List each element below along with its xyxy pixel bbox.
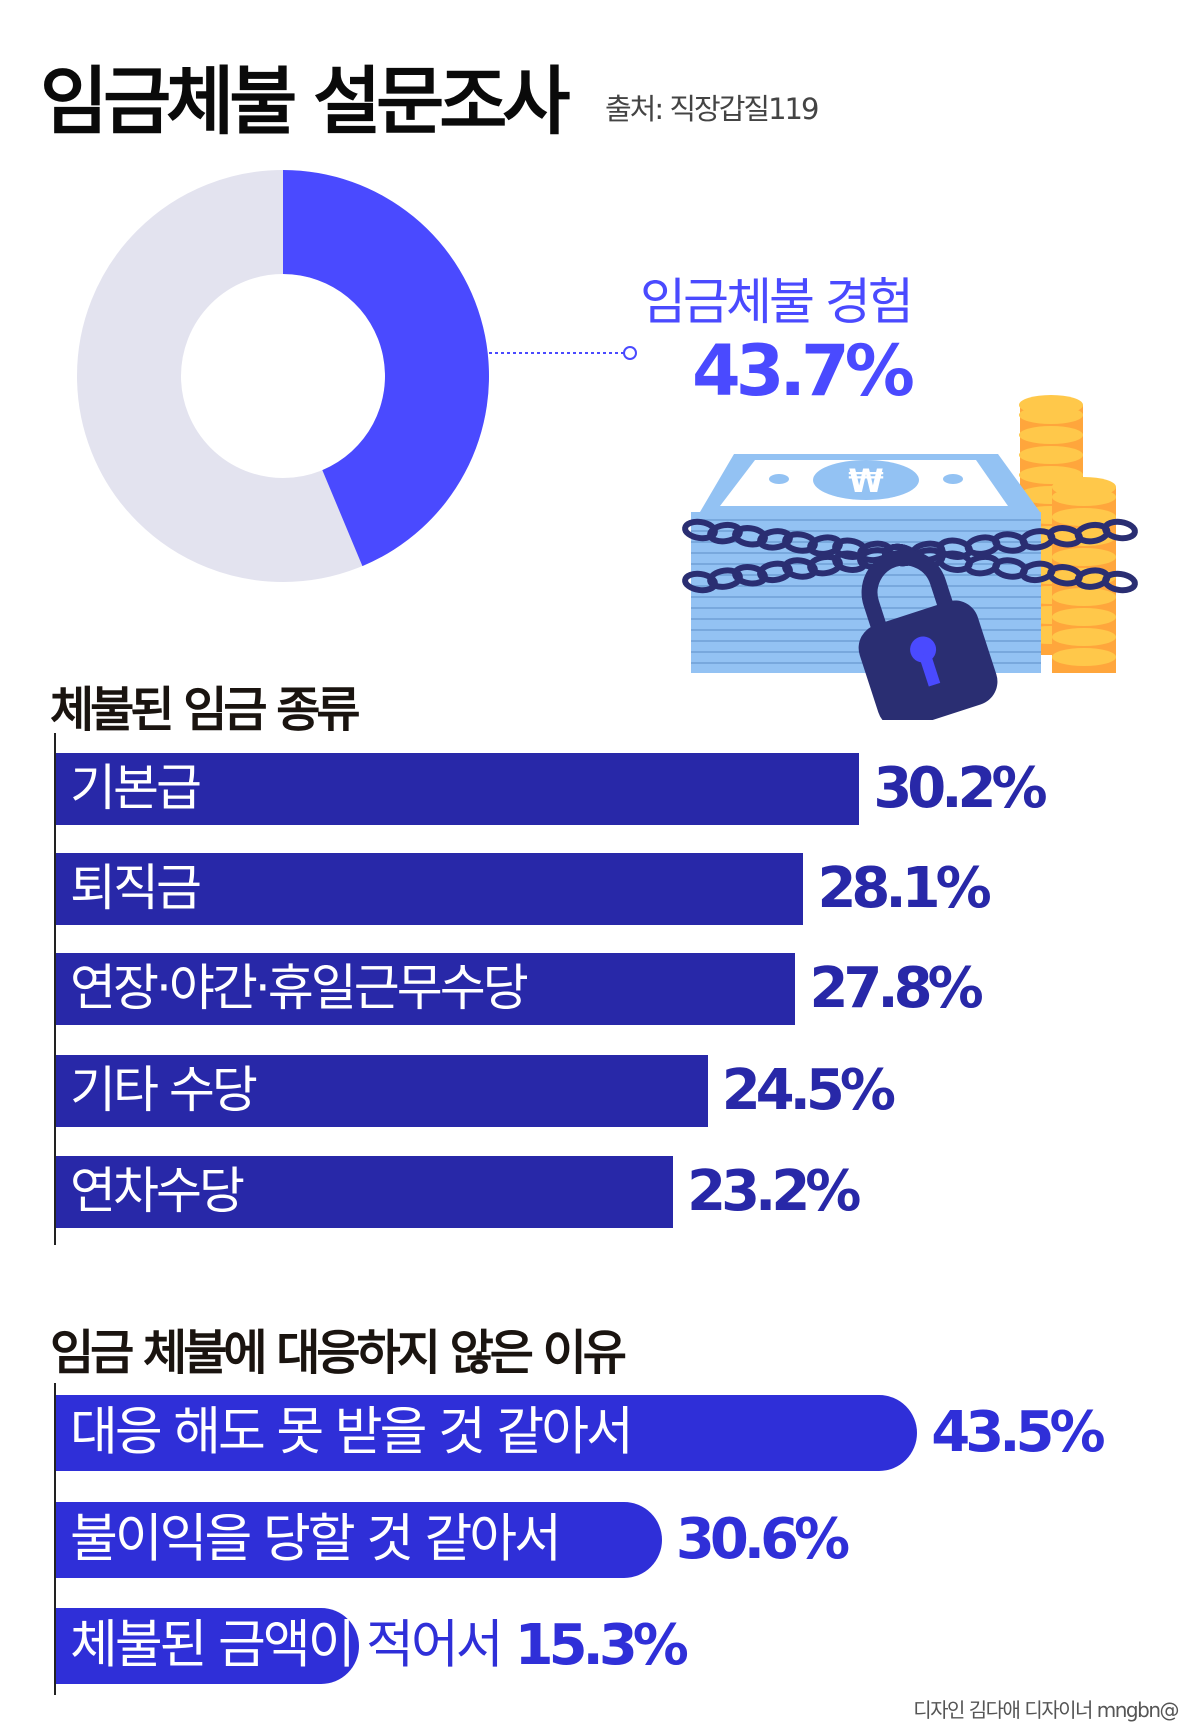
reasons-bar [56, 1395, 918, 1471]
leader-dot [623, 346, 637, 360]
donut-chart: ₩ [77, 170, 1138, 720]
bar-value: 30.2% [873, 756, 1047, 821]
bar-value: 43.5% [931, 1400, 1105, 1465]
page-title: 임금체불 설문조사 [40, 59, 570, 145]
reasons-title: 임금 체불에 대응하지 않은 이유 [50, 1325, 627, 1381]
bar-value: 28.1% [817, 856, 991, 921]
bar-label-wrapper: 불이익을 당할 것 같아서 [70, 1510, 562, 1570]
won-icon [813, 460, 919, 500]
donut-highlight-segment [283, 170, 489, 567]
reasons-bar [56, 1502, 662, 1578]
bar-label-wrapper: 체불된 금액이 적어서 [70, 1616, 504, 1676]
bar-value: 23.2% [687, 1159, 861, 1224]
bar-value: 24.5% [721, 1058, 896, 1123]
wage-types-axis [54, 733, 56, 1245]
bar-label-wrapper: 대응 해도 못 받을 것 같아서 [70, 1403, 634, 1463]
wage_types-bar [56, 1055, 708, 1127]
reasons-axis [54, 1383, 56, 1695]
wage-types-title: 체불된 임금 종류 [50, 682, 361, 738]
source-text: 출처: 직장갑질119 [605, 92, 819, 126]
bar-label: 퇴직금 [70, 859, 200, 917]
bar-label: 대응 해도 못 받을 것 같아서 [70, 1403, 631, 1463]
bar-value: 27.8% [809, 956, 983, 1021]
bar-label: 기타 수당 [70, 1061, 257, 1119]
bar-label-wrapper: 기본급 [70, 759, 203, 817]
padlock-icon [858, 549, 998, 720]
bar-label-wrapper: 연장·야간·휴일근무수당 [70, 959, 531, 1017]
bar-label: 연장·야간·휴일근무수당 [70, 959, 528, 1017]
bar-value: 30.6% [675, 1507, 850, 1572]
experience-label: 임금체불 경험 [640, 273, 914, 331]
bar-label-wrapper: 연차수당 [70, 1162, 247, 1220]
wage_types-bar [56, 953, 796, 1025]
designer-credit: 디자인 김다애 디자이너 mngbn@ [913, 1698, 1179, 1722]
bar-label: 연차수당 [70, 1162, 244, 1220]
reasons-bar [56, 1608, 359, 1684]
bar-label-wrapper: 퇴직금 [70, 859, 203, 917]
illustration: ₩ [682, 395, 1138, 720]
bar-value: 15.3% [514, 1613, 689, 1678]
bar-label: 불이익을 당할 것 같아서 [70, 1510, 559, 1570]
bar-label: 기본급 [70, 759, 200, 817]
won-symbol: ₩ [848, 462, 883, 500]
bar-label-wrapper: 기타 수당 [70, 1061, 260, 1119]
bar-label: 체불된 금액이 적어서 [70, 1616, 501, 1676]
wage_types-bar [56, 753, 860, 825]
experience-value: 43.7% [692, 330, 915, 412]
wage_types-bar [56, 853, 804, 925]
wage_types-bar [56, 1156, 674, 1228]
